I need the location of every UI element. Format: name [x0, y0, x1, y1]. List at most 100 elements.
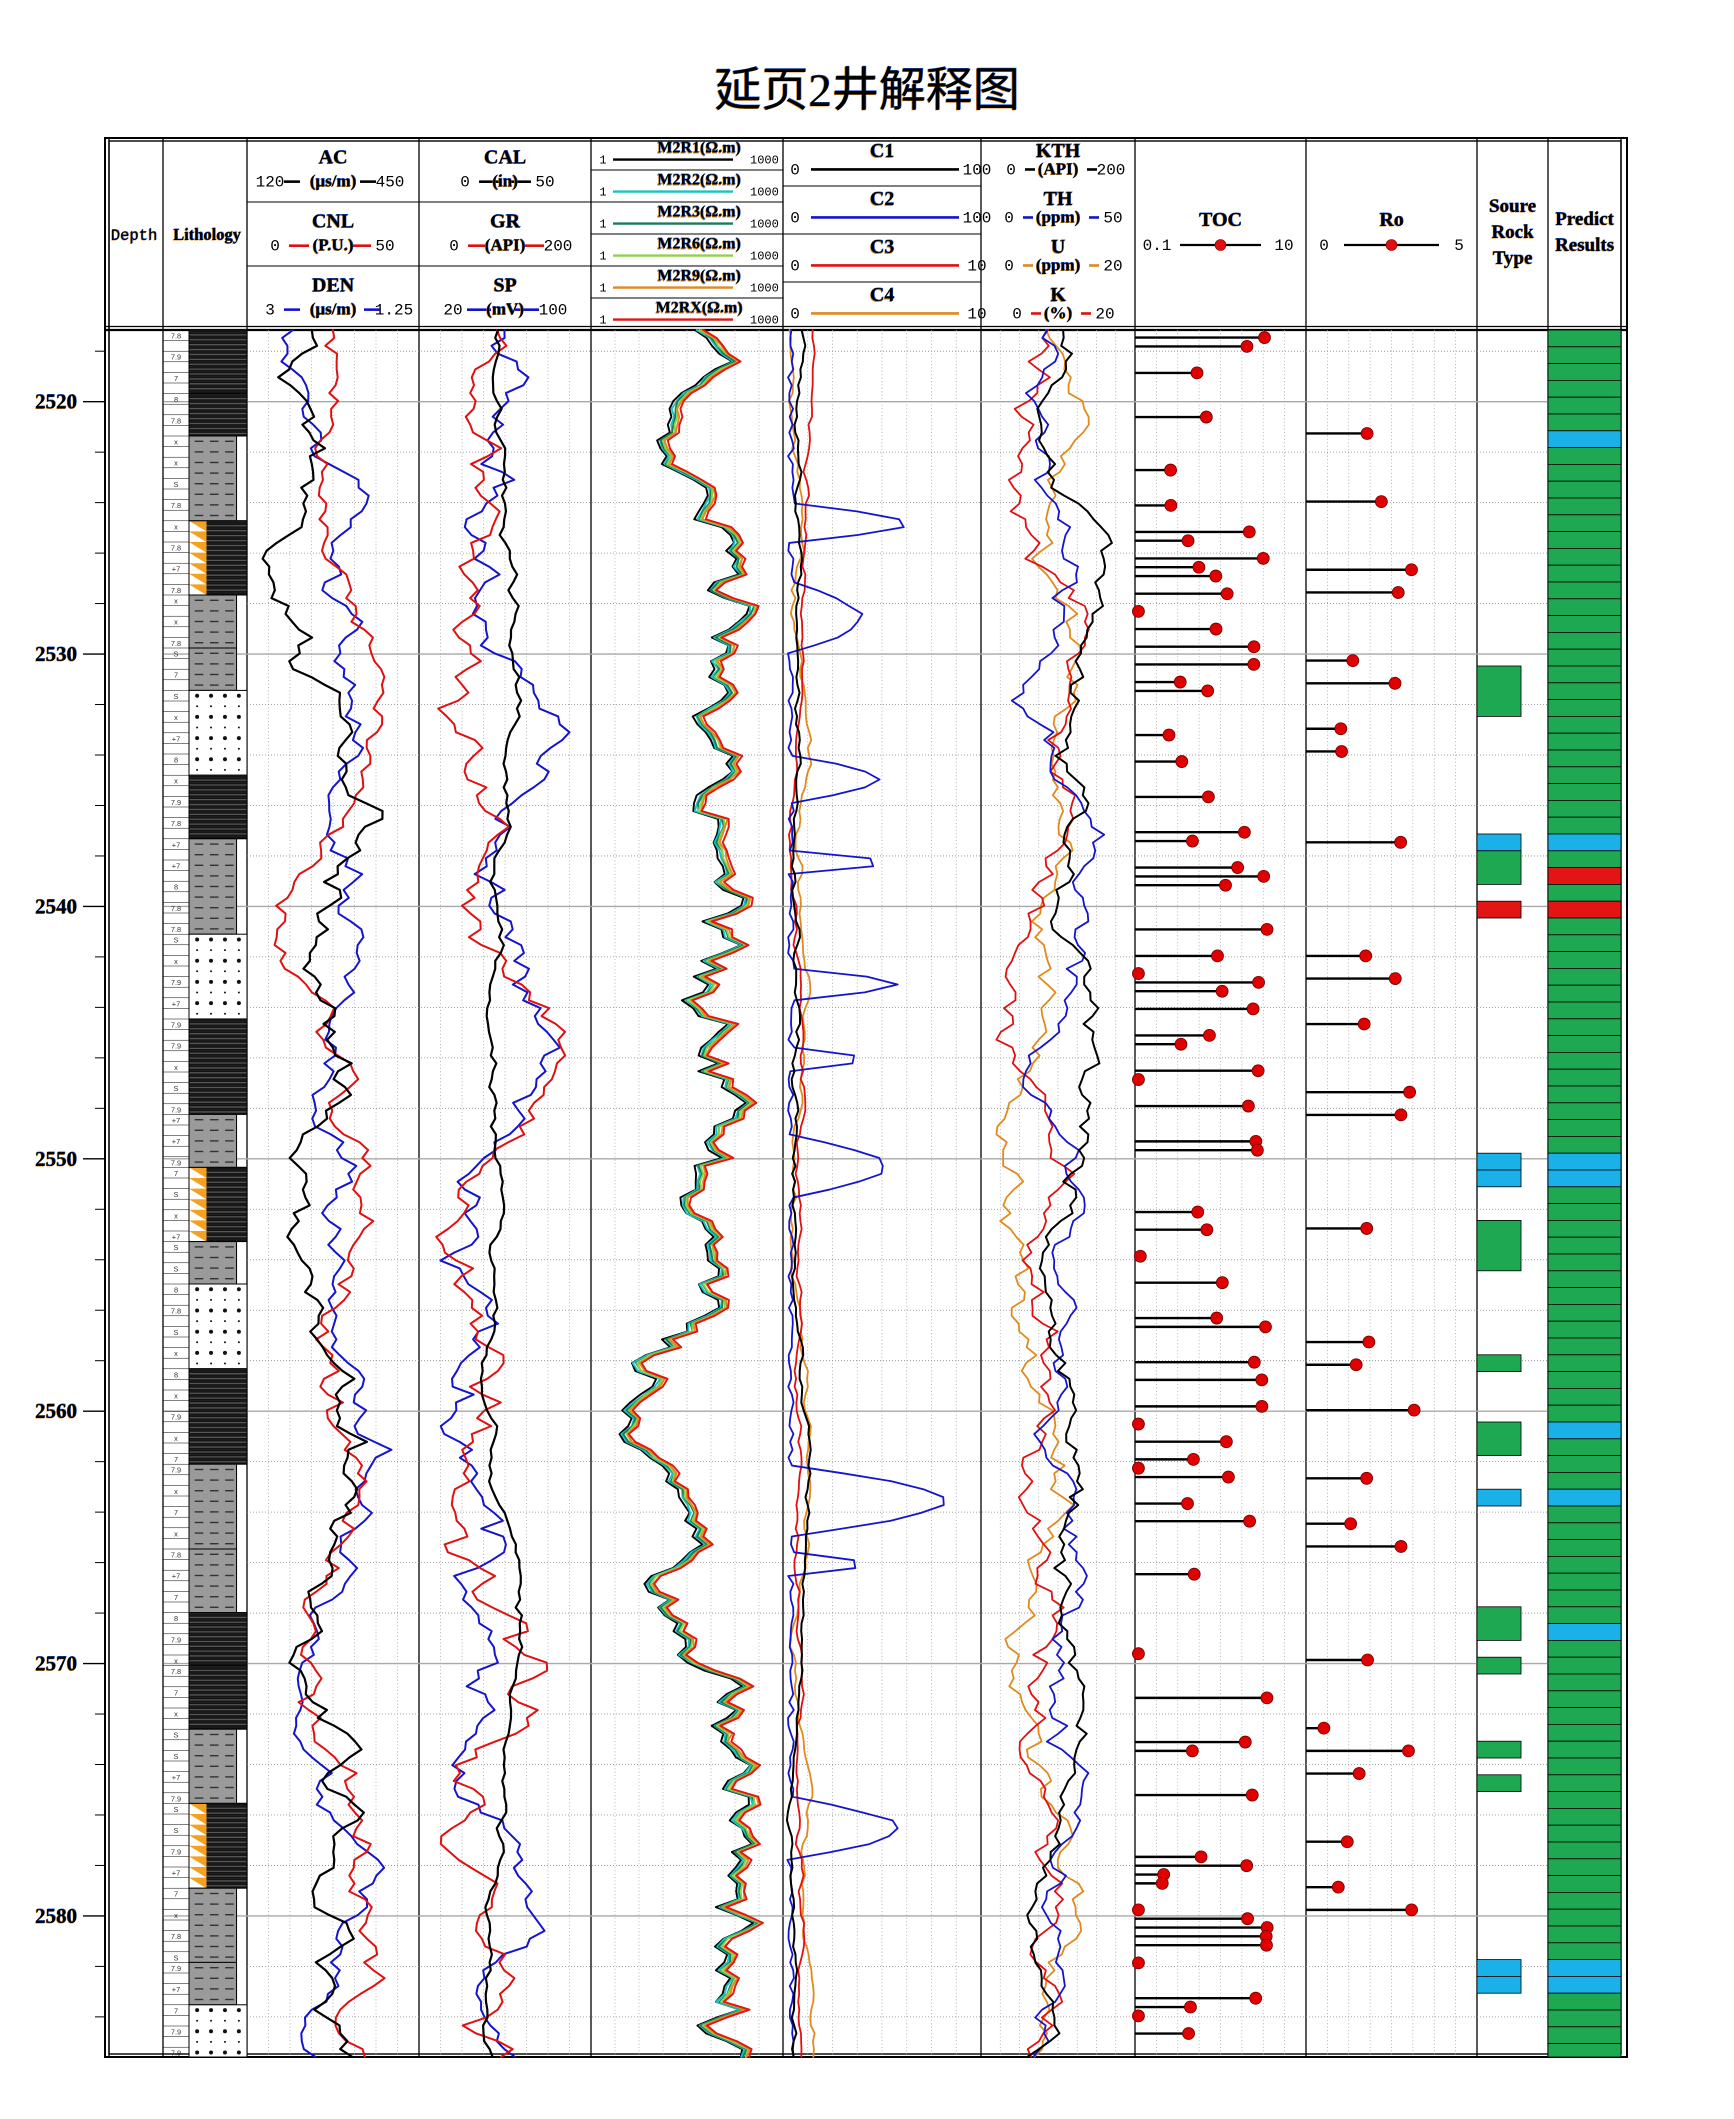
svg-text:+7: +7: [172, 1985, 180, 1994]
svg-text:2550: 2550: [35, 1147, 77, 1171]
svg-text:8: 8: [174, 883, 178, 892]
svg-text:7.9: 7.9: [171, 1020, 181, 1029]
svg-text:1000: 1000: [750, 250, 779, 264]
svg-text:+7: +7: [172, 861, 180, 870]
svg-text:7.9: 7.9: [171, 1042, 181, 1051]
svg-text:S: S: [174, 1826, 179, 1835]
svg-text:50: 50: [535, 174, 554, 192]
svg-text:7.9: 7.9: [171, 798, 181, 807]
svg-text:Results: Results: [1555, 235, 1614, 256]
svg-text:(mV): (mV): [486, 300, 524, 319]
svg-text:8: 8: [174, 755, 178, 764]
svg-text:x: x: [174, 957, 178, 966]
svg-text:7: 7: [174, 1169, 178, 1178]
svg-text:S: S: [174, 1264, 179, 1273]
svg-text:7.8: 7.8: [171, 331, 181, 340]
svg-text:7: 7: [174, 1508, 178, 1517]
svg-text:S: S: [174, 692, 179, 701]
svg-text:x: x: [174, 459, 178, 468]
svg-text:1000: 1000: [750, 282, 779, 296]
svg-text:7.8: 7.8: [171, 1307, 181, 1316]
svg-text:C1: C1: [870, 140, 894, 162]
svg-text:Type: Type: [1493, 248, 1533, 269]
svg-text:10: 10: [1274, 237, 1293, 255]
svg-text:7: 7: [174, 374, 178, 383]
svg-text:DEN: DEN: [312, 275, 355, 297]
svg-text:S: S: [174, 1190, 179, 1199]
svg-text:x: x: [174, 1911, 178, 1920]
svg-text:x: x: [174, 1709, 178, 1718]
svg-text:M2R9(Ω.m): M2R9(Ω.m): [657, 268, 740, 285]
svg-text:1: 1: [599, 218, 606, 232]
svg-text:0: 0: [790, 209, 800, 227]
svg-text:(ppm): (ppm): [1036, 255, 1080, 274]
svg-text:x: x: [174, 1434, 178, 1443]
svg-text:+7: +7: [172, 999, 180, 1008]
svg-text:7.9: 7.9: [171, 1413, 181, 1422]
svg-text:Depth: Depth: [111, 227, 158, 245]
svg-text:+7: +7: [172, 1773, 180, 1782]
svg-text:x: x: [174, 618, 178, 627]
svg-text:x: x: [174, 1063, 178, 1072]
svg-text:20: 20: [1103, 257, 1122, 275]
svg-text:100: 100: [539, 302, 568, 320]
svg-text:Predict: Predict: [1555, 209, 1614, 230]
svg-text:7.8: 7.8: [171, 925, 181, 934]
svg-text:50: 50: [1103, 209, 1122, 227]
svg-text:x: x: [174, 1529, 178, 1538]
svg-text:x: x: [174, 437, 178, 446]
svg-text:0: 0: [1006, 161, 1016, 179]
svg-text:+7: +7: [172, 1232, 180, 1241]
svg-text:10: 10: [967, 257, 986, 275]
svg-text:7.9: 7.9: [171, 1847, 181, 1856]
svg-text:0: 0: [790, 305, 800, 323]
svg-text:+7: +7: [172, 1137, 180, 1146]
svg-text:C2: C2: [870, 188, 894, 210]
svg-text:7.8: 7.8: [171, 1550, 181, 1559]
svg-text:x: x: [174, 1211, 178, 1220]
svg-text:0: 0: [790, 257, 800, 275]
svg-text:+7: +7: [172, 734, 180, 743]
svg-text:M2R3(Ω.m): M2R3(Ω.m): [657, 204, 740, 221]
svg-text:7.8: 7.8: [171, 543, 181, 552]
svg-text:200: 200: [1097, 161, 1126, 179]
svg-text:S: S: [174, 1731, 179, 1740]
svg-text:8: 8: [174, 1614, 178, 1623]
svg-text:7.8: 7.8: [171, 904, 181, 913]
svg-text:7.8: 7.8: [171, 1932, 181, 1941]
svg-text:20: 20: [443, 302, 462, 320]
svg-text:7: 7: [174, 1455, 178, 1464]
svg-text:Rock: Rock: [1491, 222, 1534, 243]
svg-text:(in): (in): [492, 172, 518, 191]
svg-text:0: 0: [1004, 257, 1014, 275]
svg-text:7.9: 7.9: [171, 1466, 181, 1475]
svg-text:x: x: [174, 1391, 178, 1400]
svg-text:3: 3: [265, 302, 275, 320]
svg-text:2580: 2580: [35, 1904, 77, 1928]
svg-text:100: 100: [963, 209, 992, 227]
svg-text:S: S: [174, 1752, 179, 1761]
svg-text:Soure: Soure: [1489, 196, 1536, 217]
svg-text:1: 1: [599, 250, 606, 264]
svg-text:7.8: 7.8: [171, 1667, 181, 1676]
svg-text:0: 0: [1012, 305, 1022, 323]
svg-text:SP: SP: [493, 275, 516, 297]
svg-text:TOC: TOC: [1199, 209, 1242, 231]
svg-text:120: 120: [256, 174, 285, 192]
svg-text:7.8: 7.8: [171, 586, 181, 595]
svg-text:5: 5: [1454, 237, 1464, 255]
svg-text:20: 20: [1095, 305, 1114, 323]
svg-text:(μs/m): (μs/m): [310, 172, 356, 191]
svg-text:1: 1: [599, 314, 606, 328]
svg-text:x: x: [174, 1656, 178, 1665]
svg-text:S: S: [174, 1953, 179, 1962]
svg-text:2560: 2560: [35, 1399, 77, 1423]
svg-text:1.25: 1.25: [375, 302, 413, 320]
svg-text:M2R1(Ω.m): M2R1(Ω.m): [657, 140, 740, 157]
svg-text:x: x: [174, 1487, 178, 1496]
svg-text:+7: +7: [172, 1116, 180, 1125]
svg-text:(ppm): (ppm): [1036, 207, 1080, 226]
svg-text:7.8: 7.8: [171, 416, 181, 425]
svg-text:(API): (API): [1038, 159, 1079, 178]
svg-text:0: 0: [1004, 209, 1014, 227]
